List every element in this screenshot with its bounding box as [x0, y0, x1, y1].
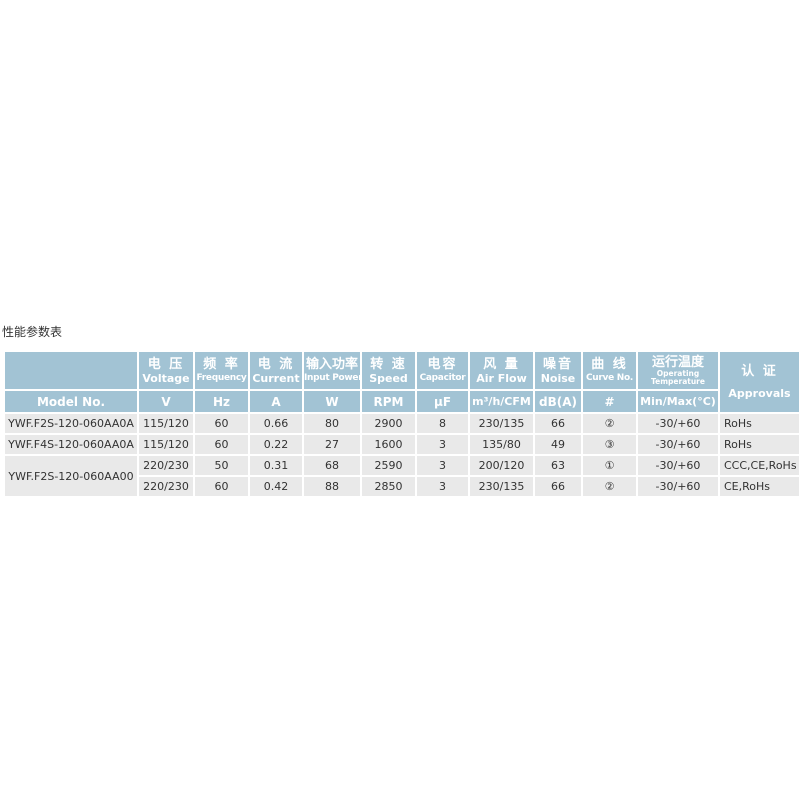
- cell: 60: [193, 475, 250, 498]
- cell: 68: [302, 454, 362, 477]
- cell: 2590: [360, 454, 417, 477]
- header-air-flow: 风 量 Air Flow: [468, 350, 535, 391]
- cell: ②: [581, 475, 638, 498]
- cell: 115/120: [137, 412, 195, 435]
- cell: -30/+60: [636, 433, 720, 456]
- cell: 2850: [360, 475, 417, 498]
- header-speed: 转 速 Speed: [360, 350, 417, 391]
- header-capacitor: 电容 Capacitor: [415, 350, 470, 391]
- cell: CE,RoHs: [718, 475, 800, 498]
- cell: 63: [533, 454, 583, 477]
- cell: -30/+60: [636, 475, 720, 498]
- unit-capacitor: μF: [415, 389, 470, 414]
- unit-voltage: V: [137, 389, 195, 414]
- cell: 27: [302, 433, 362, 456]
- header-model-blank: [3, 350, 139, 391]
- table-row: YWF.F4S-120-060AA0A 115/120 60 0.22 27 1600 3…: [3, 433, 800, 456]
- cell: 0.22: [248, 433, 304, 456]
- cell: 3: [415, 454, 470, 477]
- cell: 88: [302, 475, 362, 498]
- cell: 0.31: [248, 454, 304, 477]
- performance-table: 电 压 Voltage 频 率 Frequency 电 流 Current 输入功率 I…: [3, 350, 800, 498]
- model-cell: YWF.F4S-120-060AA0A: [3, 433, 139, 456]
- header-noise: 噪音 Noise: [533, 350, 583, 391]
- header-voltage: 电 压 Voltage: [137, 350, 195, 391]
- cell: -30/+60: [636, 412, 720, 435]
- cell: 230/135: [468, 412, 535, 435]
- cell: 115/120: [137, 433, 195, 456]
- header-input-power: 输入功率 Input Power: [302, 350, 362, 391]
- header-frequency: 频 率 Frequency: [193, 350, 250, 391]
- unit-noise: dB(A): [533, 389, 583, 414]
- cell: 3: [415, 475, 470, 498]
- unit-power: W: [302, 389, 362, 414]
- header-row-units: Model No. V Hz A W RPM μF m³/h/CFM dB(A)…: [3, 389, 800, 414]
- unit-speed: RPM: [360, 389, 417, 414]
- cell: 200/120: [468, 454, 535, 477]
- header-current: 电 流 Current: [248, 350, 304, 391]
- header-curve: 曲 线 Curve No.: [581, 350, 638, 391]
- model-cell: YWF.F2S-120-060AA00: [3, 454, 139, 498]
- cell: 0.66: [248, 412, 304, 435]
- header-operating-temp: 运行温度 Operating Temperature: [636, 350, 720, 391]
- table-row: YWF.F2S-120-060AA0A 115/120 60 0.66 80 2900 8…: [3, 412, 800, 435]
- cell: 230/135: [468, 475, 535, 498]
- cell: ②: [581, 412, 638, 435]
- unit-air-flow: m³/h/CFM: [468, 389, 535, 414]
- header-model-no: Model No.: [3, 389, 139, 414]
- cell: 220/230: [137, 454, 195, 477]
- header-approvals: 认 证 Approvals: [718, 350, 800, 414]
- cell: 66: [533, 412, 583, 435]
- cell: 50: [193, 454, 250, 477]
- cell: CCC,CE,RoHs: [718, 454, 800, 477]
- cell: RoHs: [718, 433, 800, 456]
- cell: 220/230: [137, 475, 195, 498]
- cell: 80: [302, 412, 362, 435]
- cell: 2900: [360, 412, 417, 435]
- cell: 3: [415, 433, 470, 456]
- cell: ①: [581, 454, 638, 477]
- header-row-labels: 电 压 Voltage 频 率 Frequency 电 流 Current 输入功率 I…: [3, 350, 800, 414]
- table-row: 220/230 60 0.42 88 2850 3 230/135 66 ② -30/+60 CE,…: [4, 475, 800, 498]
- unit-frequency: Hz: [193, 389, 250, 414]
- cell: 0.42: [248, 475, 304, 498]
- cell: 66: [533, 475, 583, 498]
- cell: 60: [193, 433, 250, 456]
- cell: 60: [193, 412, 250, 435]
- unit-current: A: [248, 389, 304, 414]
- cell: RoHs: [718, 412, 800, 435]
- unit-curve: #: [581, 389, 638, 414]
- cell: 135/80: [468, 433, 535, 456]
- cell: -30/+60: [636, 454, 720, 477]
- page-title: 性能参数表: [2, 325, 63, 339]
- model-cell: YWF.F2S-120-060AA0A: [3, 412, 139, 435]
- unit-temp: Min/Max(°C): [636, 389, 720, 414]
- table-row: YWF.F2S-120-060AA00 220/230 50 0.31 68 2590 3…: [3, 454, 800, 498]
- cell: ③: [581, 433, 638, 456]
- cell: 49: [533, 433, 583, 456]
- cell: 1600: [360, 433, 417, 456]
- cell: 8: [415, 412, 470, 435]
